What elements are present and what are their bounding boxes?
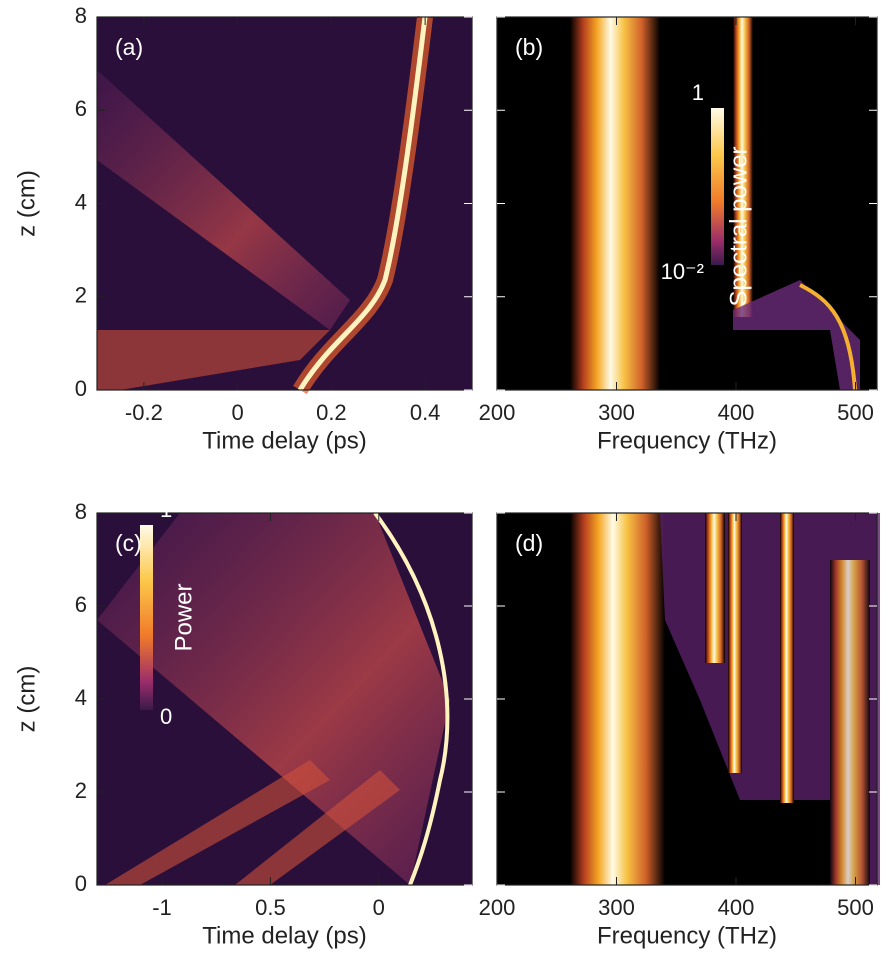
y-tick-label: 6 <box>75 592 87 617</box>
heatmap-band <box>799 283 857 391</box>
colorbar-tick-label: 0 <box>160 704 172 729</box>
heatmap-fan <box>97 70 350 330</box>
x-tick-label: 400 <box>718 400 755 425</box>
y-tick-label: 2 <box>75 778 87 803</box>
heatmap-band <box>705 513 725 663</box>
colorbar-tick-label: 1 <box>692 80 704 105</box>
y-tick-label: 8 <box>75 499 87 524</box>
y-axis-label: z (cm) <box>13 170 40 237</box>
heatmap-band <box>570 17 660 390</box>
panel-label: (a) <box>115 34 143 60</box>
panel-label: (d) <box>515 530 543 556</box>
x-tick-label: 200 <box>479 895 516 920</box>
x-axis-label: Time delay (ps) <box>202 427 366 454</box>
colorbar-tick-label: 1 <box>160 497 172 522</box>
heatmap-band <box>728 513 742 773</box>
heatmap-fan <box>97 330 330 390</box>
colorbar-label: Power <box>170 583 197 651</box>
colorbar-label: Spectral power <box>725 146 752 306</box>
heatmap-soliton <box>297 16 428 392</box>
y-tick-label: 4 <box>75 685 87 710</box>
heatmap-band <box>733 17 753 317</box>
heatmap-soliton <box>373 511 450 886</box>
x-tick-label: 300 <box>598 895 635 920</box>
heatmap-fan <box>235 770 400 885</box>
y-tick-label: 0 <box>75 376 87 401</box>
heatmap-bg <box>497 17 877 390</box>
heatmap-band <box>830 560 870 885</box>
y-tick-label: 8 <box>75 3 87 28</box>
colorbar-tick-label: 10⁻² <box>661 259 704 284</box>
x-axis-label: Frequency (THz) <box>597 922 777 949</box>
x-tick-label: 200 <box>479 400 516 425</box>
x-tick-label: 0.5 <box>255 895 286 920</box>
x-tick-label: 0.4 <box>410 400 441 425</box>
x-tick-label: 400 <box>718 895 755 920</box>
heatmap-fan <box>105 760 330 885</box>
heatmap-band <box>733 280 860 390</box>
x-tick-label: 0.2 <box>316 400 347 425</box>
y-tick-label: 6 <box>75 96 87 121</box>
x-tick-label: 0 <box>373 895 385 920</box>
y-tick-label: 4 <box>75 189 87 214</box>
panel-label: (c) <box>115 530 142 556</box>
heatmap-band <box>570 513 665 885</box>
colorbar <box>140 525 153 710</box>
y-tick-label: 0 <box>75 871 87 896</box>
x-axis-label: Frequency (THz) <box>597 427 777 454</box>
colorbar <box>711 108 724 265</box>
heatmap-band <box>780 513 794 803</box>
x-tick-label: 300 <box>598 400 635 425</box>
x-tick-label: 500 <box>837 895 874 920</box>
y-axis-label: z (cm) <box>13 666 40 733</box>
heatmap-images <box>97 16 880 886</box>
x-tick-label: 500 <box>837 400 874 425</box>
x-tick-label: -1 <box>152 895 172 920</box>
x-axis-label: Time delay (ps) <box>202 922 366 949</box>
x-tick-label: -0.2 <box>125 400 163 425</box>
y-tick-label: 2 <box>75 283 87 308</box>
x-tick-label: 0 <box>232 400 244 425</box>
panel-label: (b) <box>515 34 543 60</box>
